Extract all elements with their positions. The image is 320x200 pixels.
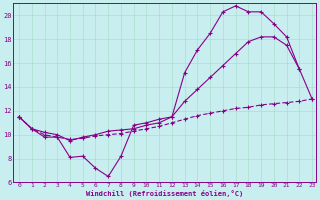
X-axis label: Windchill (Refroidissement éolien,°C): Windchill (Refroidissement éolien,°C)	[86, 190, 243, 197]
